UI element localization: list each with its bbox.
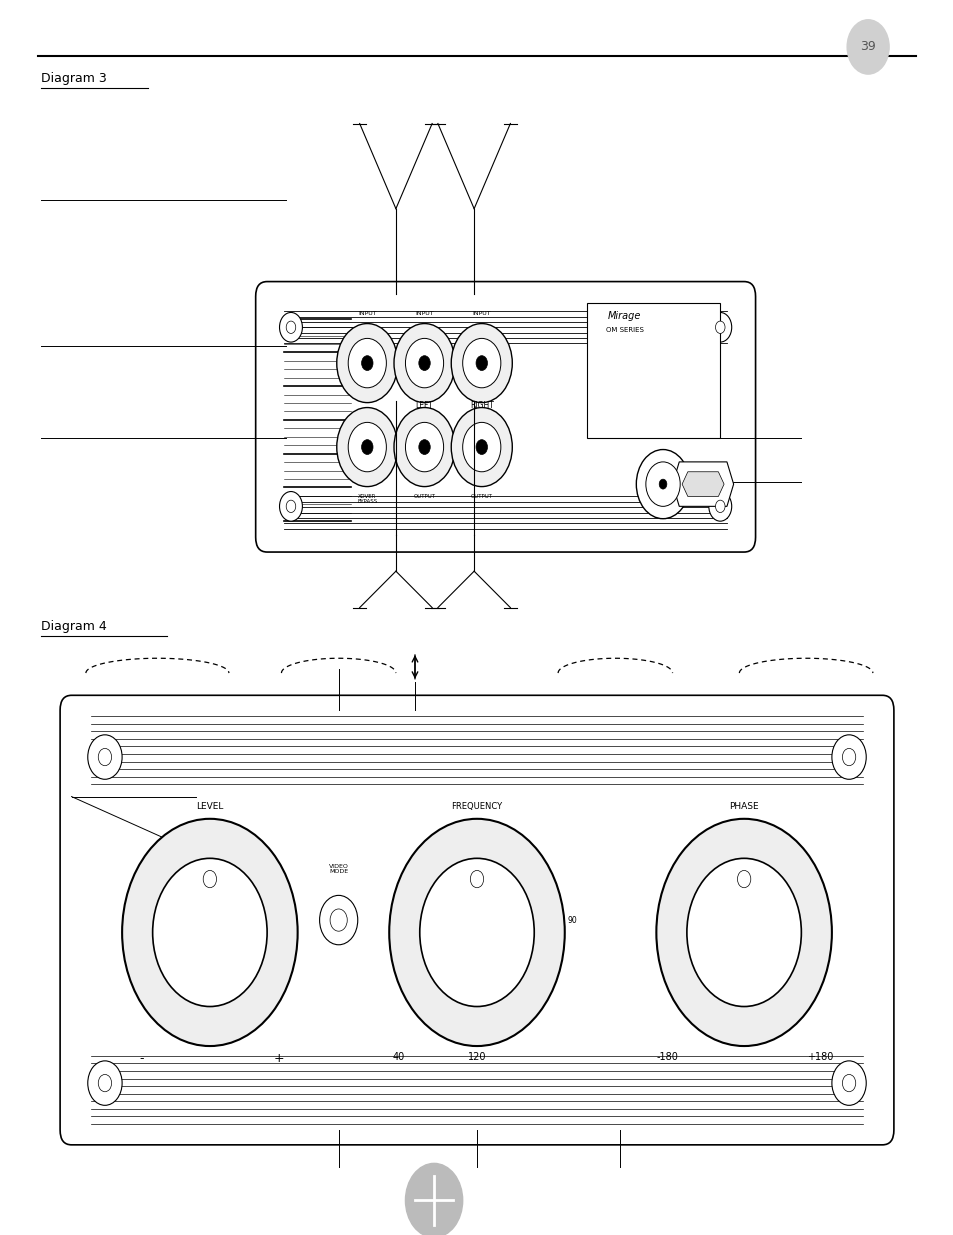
Circle shape [462,422,500,472]
Circle shape [319,895,357,945]
Text: XOVER
BYPASS: XOVER BYPASS [356,494,377,504]
Circle shape [659,479,666,489]
Text: Diagram 4: Diagram 4 [41,620,107,634]
Text: 39: 39 [860,41,875,53]
Circle shape [122,819,297,1046]
Circle shape [715,500,724,513]
Text: INPUT: INPUT [472,311,491,316]
Circle shape [715,321,724,333]
Circle shape [348,338,386,388]
Text: 40: 40 [393,1052,404,1062]
Circle shape [336,408,397,487]
Text: PHASE: PHASE [728,803,759,811]
Circle shape [286,500,295,513]
Text: -180: -180 [657,1052,678,1062]
Circle shape [686,858,801,1007]
Circle shape [462,338,500,388]
Circle shape [88,735,122,779]
Text: INPUT: INPUT [357,311,376,316]
Circle shape [394,324,455,403]
Circle shape [656,819,831,1046]
Circle shape [279,492,302,521]
Circle shape [831,735,865,779]
Text: VIDEO
MODE: VIDEO MODE [329,864,348,874]
Circle shape [470,871,483,888]
Circle shape [841,748,855,766]
Circle shape [636,450,689,519]
Text: Diagram 3: Diagram 3 [41,72,107,85]
Circle shape [88,1061,122,1105]
Bar [586,303,720,438]
Circle shape [418,440,430,454]
Circle shape [405,338,443,388]
Text: Mirage: Mirage [608,311,640,321]
Circle shape [286,321,295,333]
Text: +: + [273,1052,284,1066]
Text: OUTPUT: OUTPUT [470,494,493,499]
Circle shape [476,356,487,370]
Text: INPUT: INPUT [415,311,434,316]
Circle shape [152,858,267,1007]
Circle shape [846,20,888,74]
Circle shape [394,408,455,487]
Circle shape [476,440,487,454]
Circle shape [737,871,750,888]
Circle shape [708,312,731,342]
Circle shape [645,462,679,506]
Text: OM SERIES: OM SERIES [605,327,643,333]
Circle shape [831,1061,865,1105]
Circle shape [451,324,512,403]
Circle shape [361,356,373,370]
Circle shape [405,1163,462,1235]
Circle shape [418,356,430,370]
Text: OUTPUT: OUTPUT [413,494,436,499]
Text: RIGHT: RIGHT [469,400,494,410]
Circle shape [348,422,386,472]
Circle shape [708,492,731,521]
Circle shape [841,1074,855,1092]
Circle shape [361,440,373,454]
Circle shape [98,748,112,766]
Circle shape [98,1074,112,1092]
Text: FREQUENCY: FREQUENCY [451,803,502,811]
Circle shape [419,858,534,1007]
Circle shape [330,909,347,931]
Polygon shape [681,472,723,496]
Circle shape [203,871,216,888]
Circle shape [279,312,302,342]
Circle shape [336,324,397,403]
Text: +180: +180 [806,1052,833,1062]
Text: -: - [139,1052,143,1066]
Text: LEFT: LEFT [416,400,433,410]
FancyBboxPatch shape [255,282,755,552]
Text: 90: 90 [567,915,577,925]
Circle shape [451,408,512,487]
FancyBboxPatch shape [60,695,893,1145]
Polygon shape [672,462,733,506]
Circle shape [389,819,564,1046]
Text: LEVEL: LEVEL [196,803,223,811]
Text: 120: 120 [467,1052,486,1062]
Circle shape [405,422,443,472]
